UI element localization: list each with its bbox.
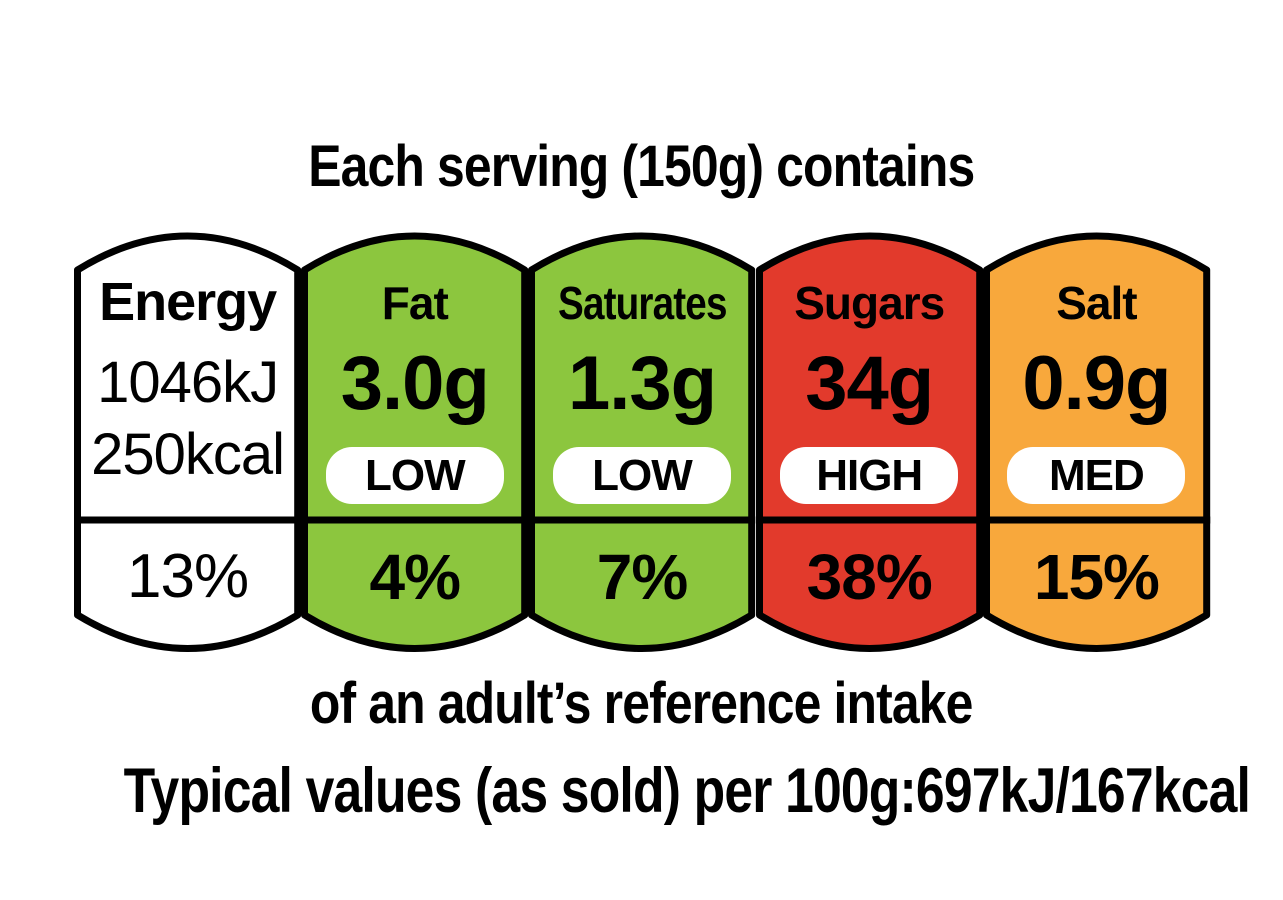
energy-kcal: 250kcal	[91, 422, 285, 487]
typical-values-line: Typical values (as sold) per 100g:697kJ/…	[0, 750, 1283, 832]
reference-intake-line: of an adult’s reference intake	[0, 666, 1283, 742]
panel-saturates-shape	[528, 232, 756, 652]
panel-sugars: Sugars 34g HIGH 38%	[755, 230, 983, 655]
panel-outline	[982, 232, 1211, 652]
nutrient-name: Fat	[381, 277, 449, 329]
percent-value: 4%	[369, 541, 462, 613]
level-text: LOW	[592, 451, 693, 500]
nutrient-name: Salt	[1056, 277, 1137, 329]
panel-outline	[74, 232, 302, 652]
nutrient-name: Saturates	[528, 270, 755, 336]
panel-energy: Energy 1046kJ 250kcal 13%	[74, 230, 302, 655]
typical-values-text: Typical values (as sold) per 100g:697kJ/…	[123, 756, 1251, 826]
level-badge: HIGH	[780, 447, 959, 504]
nutrient-name: Sugars	[794, 277, 945, 329]
level-text: LOW	[364, 451, 466, 500]
percent-value: 7%	[596, 541, 689, 613]
level-badge: LOW	[325, 447, 504, 504]
nutrient-name-text: Saturates	[557, 277, 727, 329]
panel-fat-shape	[301, 232, 529, 652]
serving-title: Each serving (150g) contains	[0, 130, 1283, 204]
level-badge: MED	[1007, 447, 1186, 504]
panel-energy-shape	[74, 232, 302, 652]
panel-salt: Salt 0.9g MED 15%	[982, 230, 1211, 655]
panel-saturates: Saturates 1.3g LOW 7%	[528, 230, 756, 655]
panel-outline	[528, 232, 756, 652]
panel-salt-shape	[982, 232, 1211, 652]
percent-value: 13%	[127, 542, 249, 611]
nutrient-name: Energy	[99, 272, 277, 332]
nutrient-amount: 0.9g	[1022, 341, 1171, 426]
percent-value: 38%	[806, 541, 933, 613]
panel-outline	[301, 232, 529, 652]
panel-fat: Fat 3.0g LOW 4%	[301, 230, 529, 655]
nutrient-amount: 1.3g	[567, 341, 717, 426]
panel-sugars-shape	[755, 232, 983, 652]
level-text: HIGH	[816, 451, 923, 500]
energy-kj: 1046kJ	[97, 350, 279, 415]
percent-value: 15%	[1033, 541, 1160, 613]
panel-outline	[755, 232, 983, 652]
level-text: MED	[1049, 451, 1145, 500]
traffic-light-panels: Energy 1046kJ 250kcal 13% Fat 3.0g LOW 4…	[74, 230, 1211, 655]
nutrient-amount: 3.0g	[340, 341, 490, 426]
serving-title-text: Each serving (150g) contains	[308, 134, 975, 199]
level-badge: LOW	[553, 447, 731, 504]
reference-intake-text: of an adult’s reference intake	[310, 671, 973, 736]
nutrient-amount: 34g	[805, 341, 934, 426]
